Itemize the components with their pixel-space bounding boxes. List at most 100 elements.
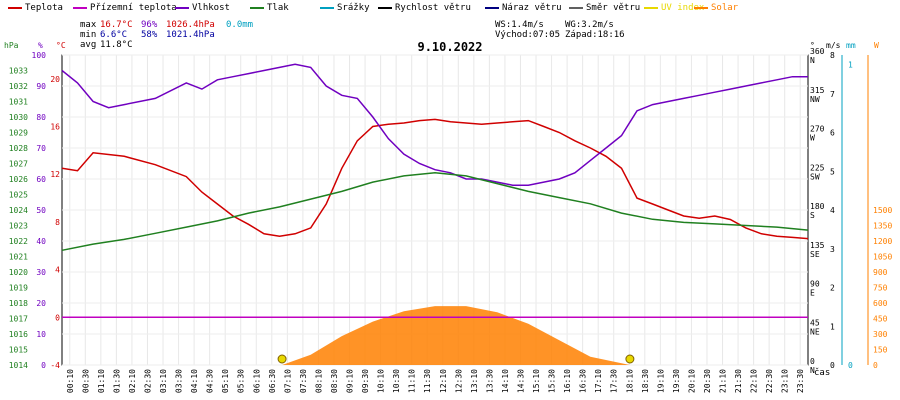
y-tick-hpa: 1021 (9, 253, 28, 262)
y-tick-w: 1200 (873, 237, 892, 246)
y-tick-pct: 90 (36, 82, 46, 91)
x-tick-label: 07:10 (283, 369, 292, 393)
x-tick-label: 11:30 (423, 369, 432, 393)
legend-item: Vlhkost (175, 3, 230, 13)
y-tick-hpa: 1031 (9, 98, 28, 107)
x-tick-label: 15:10 (532, 369, 541, 393)
axis-label-w: W (874, 41, 879, 50)
y-tick-dir-name: N (810, 56, 815, 65)
x-tick-label: 00:10 (66, 369, 75, 393)
chart-title: 9.10.2022 (417, 40, 483, 54)
y-tick-hpa: 1028 (9, 144, 28, 153)
sunset-marker (625, 354, 635, 364)
x-tick-label: 09:30 (361, 369, 370, 393)
y-tick-dir: 180 (810, 202, 825, 211)
y-tick-hpa: 1027 (9, 160, 28, 169)
y-tick-pct: 40 (36, 237, 46, 246)
y-tick-pct: 30 (36, 268, 46, 277)
y-tick-temp: 4 (55, 266, 60, 275)
x-tick-label: 08:10 (314, 369, 323, 393)
legend-swatch (320, 6, 334, 9)
y-tick-dir: 135 (810, 241, 825, 250)
legend-item: Náraz větru (485, 3, 562, 13)
series-line-tlak (61, 172, 809, 252)
y-tick-temp: 12 (50, 170, 60, 179)
axis-label-hpa: hPa (4, 41, 19, 50)
y-tick-hpa: 1030 (9, 113, 28, 122)
y-tick-pct: 80 (36, 113, 46, 122)
y-tick-pct: 70 (36, 144, 46, 153)
y-tick-dir: 45 (810, 318, 820, 327)
x-tick-label: 01:10 (97, 369, 106, 393)
y-tick-dir-name: SW (810, 172, 820, 181)
x-tick-label: 13:10 (470, 369, 479, 393)
y-tick-hpa: 1029 (9, 129, 28, 138)
stats-min-temp: 6.6°C (100, 30, 128, 40)
axis-label-pct: % (38, 41, 43, 50)
y-tick-ms: 4 (830, 206, 835, 215)
legend-label: Solar (711, 3, 739, 13)
y-tick-dir: 225 (810, 163, 825, 172)
sunset-time: Západ:18:16 (565, 30, 625, 40)
y-tick-hpa: 1014 (9, 361, 28, 370)
y-tick-temp: 16 (50, 123, 60, 132)
x-tick-label: 05:30 (237, 369, 246, 393)
legend-item: UV index (644, 3, 704, 13)
y-tick-pct: 100 (32, 51, 47, 60)
legend-swatch (73, 6, 87, 9)
y-tick-ms: 8 (830, 51, 835, 60)
legend-swatch (644, 6, 658, 9)
legend-item: Tlak (250, 3, 289, 13)
x-tick-label: 22:10 (750, 369, 759, 393)
stats-avg-label: avg (80, 40, 97, 50)
y-tick-hpa: 1017 (9, 315, 28, 324)
y-tick-w: 600 (873, 299, 888, 308)
x-tick-label: 12:30 (454, 369, 463, 393)
y-tick-ms: 6 (830, 129, 835, 138)
wind-speed: WS:1.4m/s (495, 20, 544, 30)
legend-label: Srážky (337, 3, 370, 13)
legend-swatch (250, 6, 264, 9)
y-tick-hpa: 1024 (9, 206, 28, 215)
y-tick-pct: 60 (36, 175, 46, 184)
y-tick-pct: 0 (41, 361, 46, 370)
y-tick-w: 150 (873, 346, 888, 355)
series-line-vlhkost (61, 63, 808, 186)
legend-label: Přízemní teplota (90, 3, 177, 13)
y-tick-temp: 8 (55, 218, 60, 227)
y-tick-hpa: 1025 (9, 191, 28, 200)
x-tick-label: 14:10 (501, 369, 510, 393)
axis-label-ms: m/s (826, 41, 841, 50)
x-tick-label: 10:10 (377, 369, 386, 393)
y-tick-pct: 50 (36, 206, 46, 215)
y-tick-hpa: 1016 (9, 330, 28, 339)
y-tick-temp: -4 (50, 361, 60, 370)
y-tick-hpa: 1019 (9, 284, 28, 293)
y-tick-w: 1500 (873, 206, 892, 215)
y-tick-hpa: 1018 (9, 299, 28, 308)
stats-avg-temp: 11.8°C (100, 40, 133, 50)
x-axis-label: čas (814, 368, 831, 378)
x-tick-label: 14:30 (516, 369, 525, 393)
y-tick-mm: 1 (848, 60, 853, 69)
y-tick-pct: 20 (36, 299, 46, 308)
y-tick-w: 750 (873, 284, 888, 293)
x-tick-label: 08:30 (330, 369, 339, 393)
x-tick-label: 23:30 (796, 369, 805, 393)
x-tick-label: 11:10 (408, 369, 417, 393)
y-tick-dir: 315 (810, 86, 825, 95)
y-tick-temp: 20 (50, 75, 60, 84)
x-tick-label: 10:30 (392, 369, 401, 393)
y-tick-dir-name: E (810, 289, 815, 298)
stats-min-label: min (80, 30, 97, 40)
legend-swatch (694, 6, 708, 9)
x-tick-label: 16:30 (579, 369, 588, 393)
axis-label-temp: °C (56, 41, 66, 50)
y-tick-hpa: 1023 (9, 222, 28, 231)
legend-item: Rychlost větru (378, 3, 471, 13)
x-tick-label: 02:30 (143, 369, 152, 393)
legend-item: Srážky (320, 3, 370, 13)
y-tick-mm: 0 (848, 361, 853, 370)
legend-label: Teplota (25, 3, 63, 13)
